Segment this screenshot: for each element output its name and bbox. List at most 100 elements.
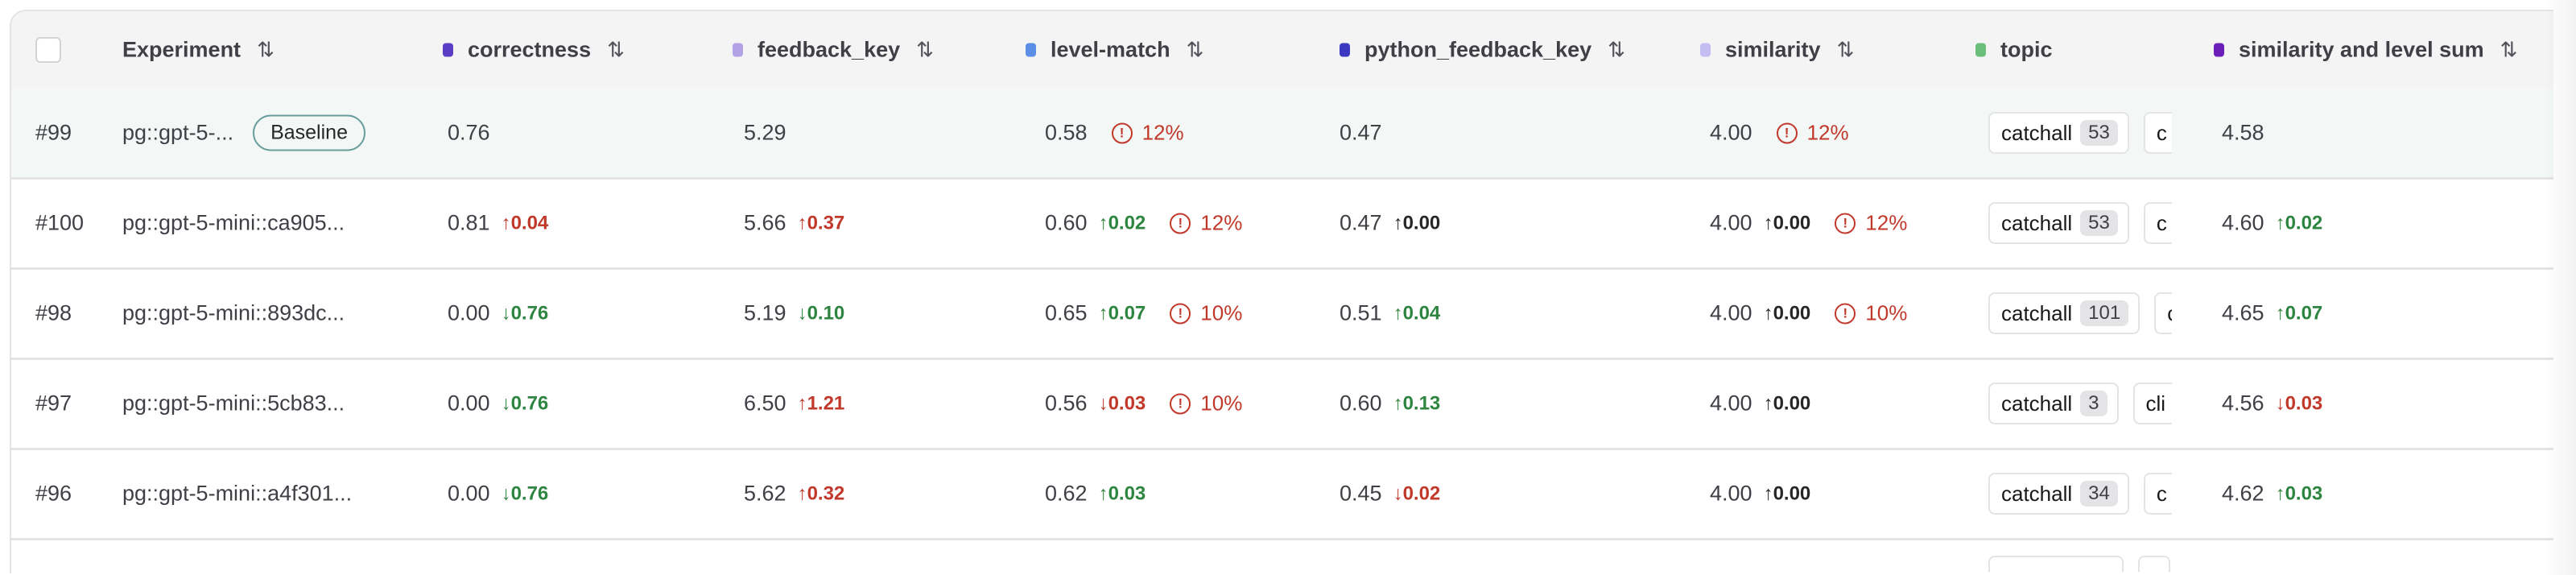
topic-tag-label: c: [2167, 301, 2172, 326]
sort-icon[interactable]: ⇅: [1186, 37, 1204, 62]
topic-tag[interactable]: catchall 34: [1988, 473, 2129, 515]
experiment-name[interactable]: pg::gpt-5-mini::a4f301...: [122, 481, 353, 506]
error-rate-warning[interactable]: ! 12%: [1776, 121, 1849, 146]
error-rate-warning[interactable]: ! 10%: [1170, 301, 1242, 326]
level-match-cell: 0.65 ↑0.07! 10%: [1045, 301, 1242, 326]
column-header-experiment[interactable]: Experiment ⇅: [122, 38, 275, 63]
topic-tag[interactable]: [2138, 556, 2170, 572]
experiment-name[interactable]: pg::gpt-5-mini::5cb83...: [122, 391, 345, 416]
feedback-key-cell: 5.29: [744, 121, 786, 146]
topic-tag[interactable]: c: [2143, 202, 2172, 244]
delta-value: ↑0.03: [1098, 482, 1146, 504]
metric-value: 0.51: [1340, 300, 1382, 325]
topic-tag[interactable]: catchall 3: [1988, 383, 2119, 424]
python-cell: 0.47: [1340, 121, 1382, 146]
alert-circle-icon: !: [1835, 213, 1856, 234]
sort-icon[interactable]: ⇅: [257, 37, 275, 62]
table-row[interactable]: #98 pg::gpt-5-mini::893dc... 0.00 ↓0.76 5.19…: [11, 269, 2553, 360]
feedback-key-cell: 6.50 ↑1.21: [744, 391, 844, 416]
topic-tag[interactable]: catchall 101: [1988, 292, 2140, 334]
topic-tag[interactable]: catchall 53: [1988, 202, 2129, 244]
topic-tag-label: catchall: [2001, 481, 2073, 506]
topic-tag-label: c: [2156, 481, 2167, 506]
topic-tag[interactable]: c: [2143, 473, 2172, 515]
error-rate-warning[interactable]: ! 12%: [1170, 211, 1242, 236]
column-header-topic[interactable]: topic: [1975, 38, 2053, 63]
error-rate-warning[interactable]: ! 12%: [1835, 211, 1907, 236]
experiment-name-cell[interactable]: pg::gpt-5-mini::ca905...: [122, 211, 345, 236]
error-rate-warning[interactable]: ! 12%: [1111, 121, 1184, 146]
metric-value: 0.00: [448, 391, 490, 416]
correctness-cell: 0.00 ↓0.76: [448, 391, 548, 416]
table-row[interactable]: #99 pg::gpt-5-... Baseline 0.76 5.29 0.58! 12%…: [11, 89, 2553, 180]
topic-tag-count: 53: [2080, 120, 2118, 146]
delta-value: ↑0.02: [2275, 212, 2323, 234]
scroll-shadow: [2544, 0, 2576, 575]
experiments-table: Experiment ⇅ correctness ⇅ feedback_key ⇅ leve…: [10, 10, 2553, 573]
delta-value: ↑1.21: [797, 392, 845, 414]
correctness-cell: 0.00 ↓0.76: [448, 301, 548, 326]
sort-icon[interactable]: ⇅: [607, 37, 625, 62]
topic-tag[interactable]: cli: [2132, 383, 2172, 424]
metric-value: 4.62: [2222, 481, 2264, 506]
topic-cell: catchall 101 c: [1988, 292, 2172, 334]
similarity-cell: 4.00 ↑0.00! 10%: [1710, 301, 1907, 326]
error-rate-warning[interactable]: ! 10%: [1170, 391, 1242, 416]
sort-icon[interactable]: ⇅: [1836, 37, 1855, 62]
alert-circle-icon: !: [1170, 393, 1191, 414]
experiment-name-cell[interactable]: pg::gpt-5-... Baseline: [122, 114, 365, 151]
python-cell: 0.45 ↓0.02: [1340, 482, 1440, 507]
correctness-cell: 0.81 ↑0.04: [448, 211, 548, 236]
select-all-checkbox[interactable]: [35, 37, 61, 63]
topic-cell: catchall 34 c: [1988, 473, 2172, 515]
error-rate: 10%: [1865, 300, 1908, 325]
experiment-name[interactable]: pg::gpt-5-...: [122, 120, 234, 145]
column-header-python-feedback-key[interactable]: python_feedback_key ⇅: [1340, 38, 1625, 63]
column-header-level-match[interactable]: level-match ⇅: [1026, 38, 1203, 63]
error-rate: 12%: [1865, 210, 1908, 235]
metric-value: 5.62: [744, 481, 786, 506]
sort-icon[interactable]: ⇅: [1608, 37, 1625, 62]
experiment-name[interactable]: pg::gpt-5-mini::893dc...: [122, 300, 345, 325]
sort-icon[interactable]: ⇅: [916, 37, 934, 62]
metric-value: 4.00: [1710, 481, 1752, 506]
error-rate-warning[interactable]: ! 10%: [1835, 301, 1907, 326]
topic-tag[interactable]: catchall 53: [1988, 112, 2129, 154]
alert-circle-icon: !: [1835, 303, 1856, 324]
column-header-similarity[interactable]: similarity ⇅: [1700, 38, 1854, 63]
experiment-name-cell[interactable]: pg::gpt-5-mini::a4f301...: [122, 482, 352, 507]
table-row[interactable]: #96 pg::gpt-5-mini::a4f301... 0.00 ↓0.76 5.6…: [11, 449, 2553, 540]
python-cell: 0.51 ↑0.04: [1340, 301, 1440, 326]
experiment-name-cell[interactable]: pg::gpt-5-mini::893dc...: [122, 301, 345, 326]
experiment-name[interactable]: pg::gpt-5-mini::ca905...: [122, 210, 345, 235]
experiment-name-cell[interactable]: pg::gpt-5-mini::5cb83...: [122, 391, 345, 416]
column-header-correctness[interactable]: correctness ⇅: [443, 38, 625, 63]
topic-tag[interactable]: c: [2143, 112, 2172, 154]
sort-icon[interactable]: ⇅: [2500, 37, 2518, 62]
metric-value: 0.47: [1340, 120, 1382, 145]
topic-tag[interactable]: c: [2154, 292, 2172, 334]
delta-value: ↑0.13: [1393, 392, 1441, 414]
column-header-feedback-key[interactable]: feedback_key ⇅: [733, 38, 934, 63]
metric-value: 4.60: [2222, 210, 2264, 235]
series-color-dot-icon: [1700, 43, 1711, 57]
metric-value: 4.56: [2222, 391, 2264, 416]
feedback-key-cell: 5.19 ↓0.10: [744, 301, 844, 326]
metric-value: 0.60: [1045, 210, 1088, 235]
column-label: level-match: [1051, 37, 1170, 62]
topic-tag[interactable]: [1988, 556, 2124, 572]
table-row[interactable]: #100 pg::gpt-5-mini::ca905... 0.81 ↑0.04 5.6…: [11, 179, 2553, 270]
table-header: Experiment ⇅ correctness ⇅ feedback_key ⇅ leve…: [11, 11, 2553, 91]
column-header-similarity-and-level-sum[interactable]: similarity and level sum ⇅: [2214, 38, 2517, 63]
topic-tag-count: 101: [2080, 300, 2129, 326]
topic-tag-label: catchall: [2001, 210, 2073, 235]
delta-value: ↑0.04: [501, 212, 549, 234]
delta-value: ↑0.04: [1393, 302, 1441, 324]
metric-value: 4.00: [1710, 300, 1752, 325]
correctness-cell: 0.76: [448, 121, 490, 146]
table-row[interactable]: #97 pg::gpt-5-mini::5cb83... 0.00 ↓0.76 6.50…: [11, 359, 2553, 450]
table-row[interactable]: [11, 540, 2553, 572]
series-color-dot-icon: [2214, 43, 2224, 57]
metric-value: 0.47: [1340, 210, 1382, 235]
column-label: python_feedback_key: [1364, 37, 1592, 62]
